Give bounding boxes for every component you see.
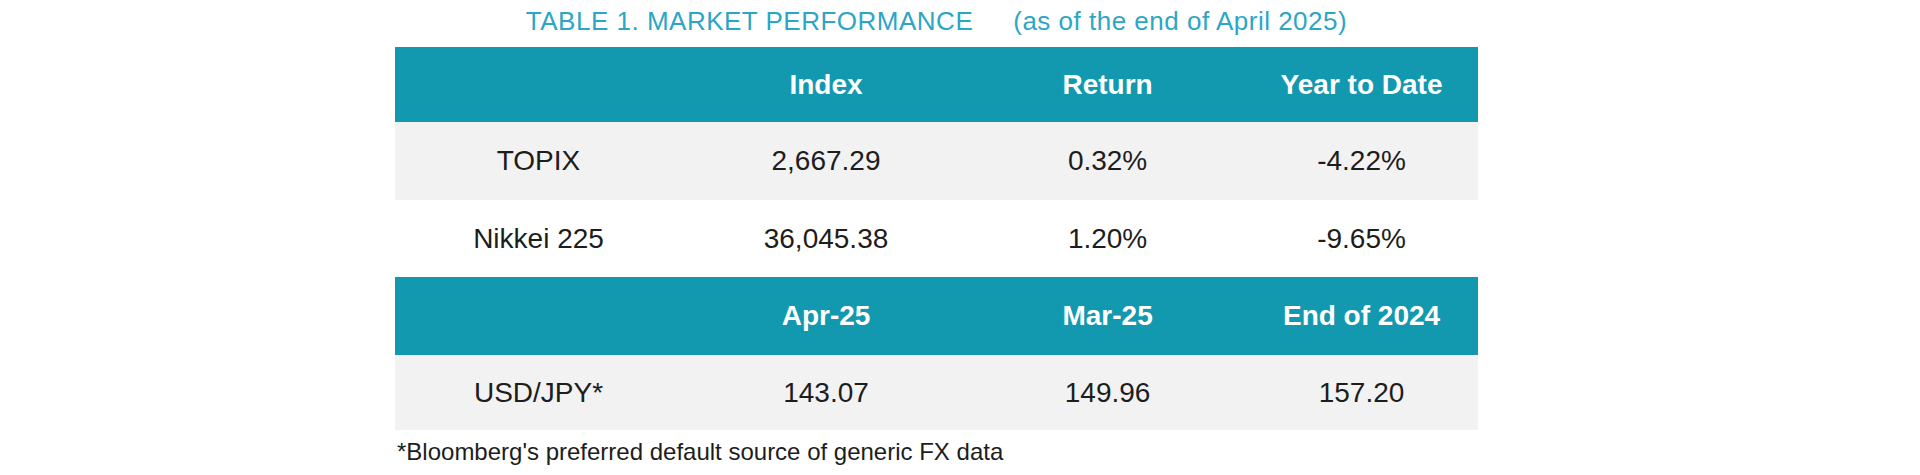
header-cell-end-of-2024: End of 2024: [1245, 302, 1478, 330]
market-performance-table: Index Return Year to Date TOPIX 2,667.29…: [395, 47, 1478, 430]
cell-nikkei-return: 1.20%: [970, 225, 1245, 253]
document-page: TABLE 1. MARKET PERFORMANCE (as of the en…: [395, 0, 1478, 475]
cell-usdjpy-end2024: 157.20: [1245, 379, 1478, 407]
footnote: *Bloomberg's preferred default source of…: [397, 438, 1003, 466]
header-cell-year-to-date: Year to Date: [1245, 71, 1478, 99]
header-cell-index: Index: [682, 71, 970, 99]
table-row-nikkei225: Nikkei 225 36,045.38 1.20% -9.65%: [395, 200, 1478, 277]
cell-topix-index: 2,667.29: [682, 147, 970, 175]
table-title: TABLE 1. MARKET PERFORMANCE (as of the en…: [395, 6, 1478, 37]
cell-usdjpy-apr25: 143.07: [682, 379, 970, 407]
table-row-usdjpy: USD/JPY* 143.07 149.96 157.20: [395, 355, 1478, 430]
cell-topix-return: 0.32%: [970, 147, 1245, 175]
header-cell-return: Return: [970, 71, 1245, 99]
table-title-date-note: (as of the end of April 2025): [1013, 6, 1347, 36]
cell-usdjpy-mar25: 149.96: [970, 379, 1245, 407]
cell-nikkei-ytd: -9.65%: [1245, 225, 1478, 253]
cell-topix-ytd: -4.22%: [1245, 147, 1478, 175]
table-row-topix: TOPIX 2,667.29 0.32% -4.22%: [395, 122, 1478, 200]
header-cell-mar25: Mar-25: [970, 302, 1245, 330]
cell-nikkei-index: 36,045.38: [682, 225, 970, 253]
table-header-row-fx: Apr-25 Mar-25 End of 2024: [395, 277, 1478, 355]
table-header-row-indices: Index Return Year to Date: [395, 47, 1478, 122]
cell-nikkei-label: Nikkei 225: [395, 225, 682, 253]
cell-usdjpy-label: USD/JPY*: [395, 379, 682, 407]
header-cell-apr25: Apr-25: [682, 302, 970, 330]
table-title-main: TABLE 1. MARKET PERFORMANCE: [526, 6, 973, 36]
cell-topix-label: TOPIX: [395, 147, 682, 175]
